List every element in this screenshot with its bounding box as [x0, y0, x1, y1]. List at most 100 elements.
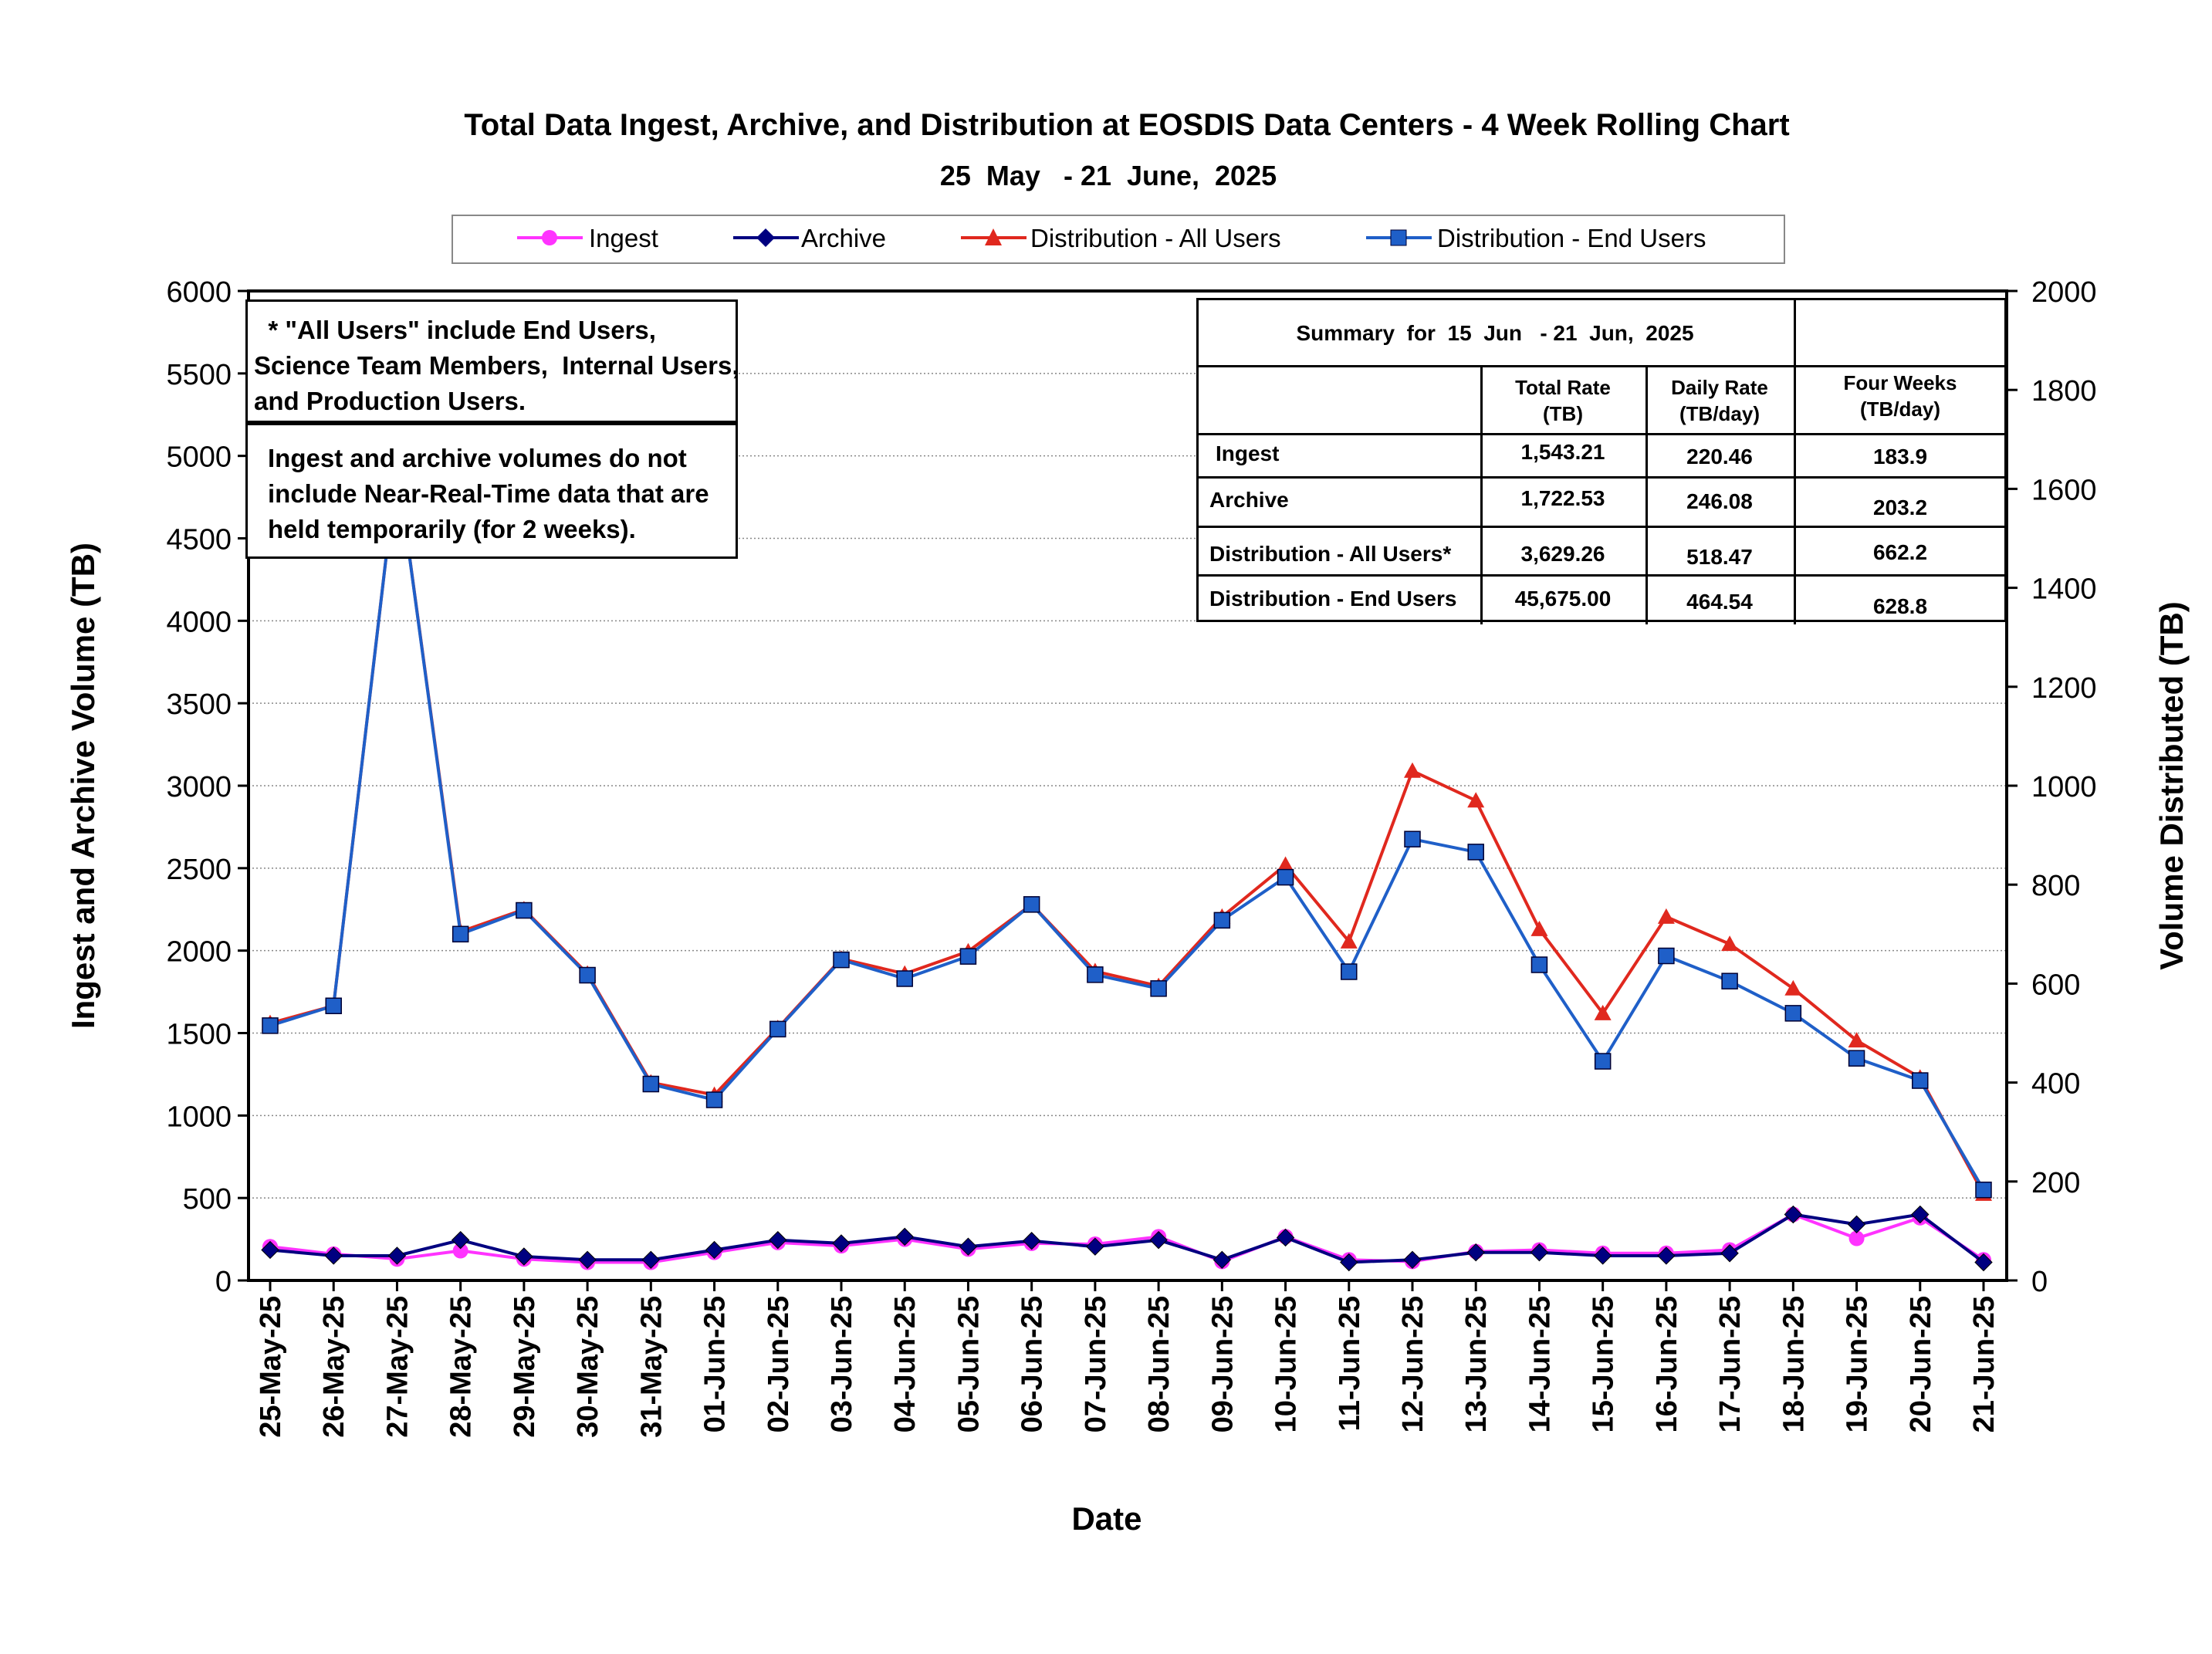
y2-axis-ticks: 0 200 400 600 800 1000 1200 1400 1600 1800 2000 — [2007, 276, 2097, 1298]
summary-row-dist-end-four: 628.8 — [1872, 594, 1928, 618]
data-point — [705, 1240, 724, 1260]
legend-label-archive: Archive — [801, 224, 886, 252]
data-point — [1340, 932, 1358, 949]
summary-row-dist-all-total: 3,629.26 — [1520, 542, 1605, 566]
y-tick-label: 3500 — [166, 688, 232, 721]
y2-tick-label: 800 — [2031, 870, 2080, 902]
legend-label-distribution-end: Distribution - End Users — [1437, 224, 1706, 252]
x-tick-label: 27-May-25 — [381, 1296, 414, 1438]
series-line — [269, 1213, 1985, 1264]
y2-tick-label: 1200 — [2031, 672, 2097, 705]
legend-label-ingest: Ingest — [589, 224, 658, 252]
data-point — [1213, 912, 1231, 929]
y2-tick-label: 1000 — [2031, 771, 2097, 803]
series — [261, 455, 1993, 1272]
note-nrt: Ingest and archive volumes do not includ… — [245, 423, 738, 559]
data-point — [1340, 1253, 1358, 1272]
data-point — [1277, 856, 1294, 872]
data-point — [1149, 1230, 1168, 1250]
x-tick-label: 19-Jun-25 — [1842, 1296, 1874, 1432]
x-axis-label: Date — [1071, 1500, 1142, 1537]
data-point — [261, 1240, 279, 1260]
data-point — [642, 1075, 660, 1093]
y-tick-label: 4000 — [166, 606, 232, 638]
data-point — [1847, 1215, 1866, 1234]
data-point — [1466, 1243, 1485, 1262]
data-point — [1594, 1053, 1612, 1070]
data-point — [324, 1246, 343, 1265]
note-all-users-line-3: and Production Users. — [254, 387, 526, 415]
data-point — [1087, 966, 1104, 983]
x-tick-label: 13-Jun-25 — [1460, 1296, 1493, 1432]
data-point — [1784, 1205, 1803, 1224]
y2-tick-label: 600 — [2031, 969, 2080, 1001]
legend-item-archive: Archive — [733, 224, 886, 252]
data-point — [1848, 1032, 1865, 1048]
data-point — [1530, 956, 1548, 973]
data-point — [1911, 1205, 1930, 1224]
data-point — [579, 966, 596, 984]
y2-tick-label: 2000 — [2031, 276, 2097, 309]
x-tick-label: 02-Jun-25 — [763, 1296, 795, 1432]
data-point — [641, 1250, 661, 1269]
data-point — [1721, 935, 1739, 952]
data-point — [705, 1091, 723, 1108]
summary-col-daily-line2: (TB/day) — [1679, 402, 1760, 425]
x-tick-label: 01-Jun-25 — [699, 1296, 732, 1432]
note-nrt-line-2: include Near-Real-Time data that are — [268, 479, 709, 508]
data-point — [262, 1017, 279, 1034]
summary-title: Summary for 15 Jun - 21 Jun, 2025 — [1296, 321, 1694, 345]
y-tick-label: 2000 — [166, 936, 232, 969]
y-tick-label: 4500 — [166, 524, 232, 556]
y-tick-label: 2500 — [166, 854, 232, 886]
data-point — [1784, 1005, 1802, 1022]
y2-tick-label: 1400 — [2031, 573, 2097, 606]
x-tick-label: 10-Jun-25 — [1270, 1296, 1303, 1432]
x-tick-label: 04-Jun-25 — [889, 1296, 922, 1432]
note-all-users-line-2: Science Team Members, Internal Users, — [254, 351, 739, 380]
data-point — [1657, 1246, 1676, 1265]
data-point — [452, 1243, 468, 1259]
data-point — [452, 925, 469, 943]
x-tick-label: 26-May-25 — [318, 1296, 350, 1438]
data-point — [1022, 1232, 1041, 1250]
x-tick-label: 06-Jun-25 — [1016, 1296, 1049, 1432]
x-tick-label: 17-Jun-25 — [1714, 1296, 1747, 1432]
summary-col-total-line2: (TB) — [1543, 402, 1583, 425]
series-archive — [261, 1205, 1993, 1272]
x-tick-label: 29-May-25 — [509, 1296, 541, 1438]
x-tick-label: 05-Jun-25 — [952, 1296, 985, 1432]
data-point — [1720, 1244, 1739, 1263]
legend-item-distribution-all: Distribution - All Users — [961, 224, 1281, 252]
note-nrt-line-1: Ingest and archive volumes do not — [268, 444, 687, 472]
x-tick-label: 28-May-25 — [445, 1296, 478, 1438]
data-point — [1467, 844, 1484, 861]
data-point — [516, 901, 533, 919]
data-point — [959, 1237, 978, 1256]
y2-tick-label: 0 — [2031, 1266, 2048, 1298]
y-tick-label: 0 — [215, 1266, 232, 1298]
data-point — [1658, 947, 1675, 965]
data-point — [1213, 1250, 1232, 1269]
y-tick-label: 5000 — [166, 441, 232, 474]
y2-tick-label: 1800 — [2031, 375, 2097, 408]
data-point — [1341, 963, 1358, 980]
y2-tick-label: 1600 — [2031, 474, 2097, 506]
data-point — [1593, 1246, 1612, 1265]
summary-row-dist-all-daily: 518.47 — [1686, 545, 1753, 569]
data-point — [387, 1246, 407, 1265]
note-all-users-line-1: * "All Users" include End Users, — [254, 316, 656, 344]
summary-row-dist-end-label: Distribution - End Users — [1209, 587, 1457, 611]
summary-col-four-line2: (TB/day) — [1860, 397, 1940, 421]
legend: Ingest Archive Distribution - All Users … — [452, 215, 1785, 264]
data-point — [515, 1247, 533, 1266]
summary-row-dist-end-daily: 464.54 — [1686, 590, 1753, 614]
data-point — [1276, 1228, 1295, 1247]
data-point — [1404, 830, 1421, 847]
summary-row-dist-end-total: 45,675.00 — [1514, 587, 1612, 611]
y-axis-label: Ingest and Archive Volume (TB) — [65, 543, 101, 1029]
data-point — [1594, 1004, 1612, 1020]
y-tick-label: 6000 — [166, 276, 232, 309]
data-point — [1277, 868, 1294, 886]
